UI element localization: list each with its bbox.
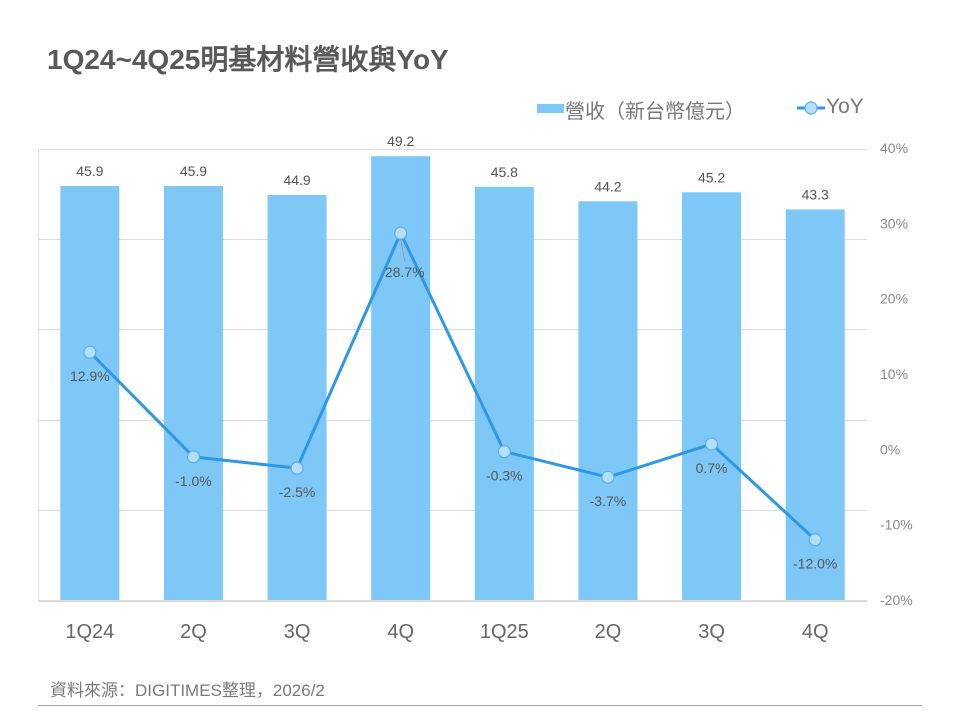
y-right-tick-label: -20% [880,592,913,608]
bar-value-label: 44.2 [594,178,621,194]
legend-line-label: YoY [826,95,864,118]
chart-legend: 營收（新台幣億元） YoY [537,94,877,123]
y-right-tick-label: 40% [880,140,908,156]
bar-swatch-icon [537,104,564,113]
bar-value-label: 45.9 [180,163,207,179]
x-axis-category-label: 4Q [387,621,414,643]
yoy-line [88,231,817,541]
x-axis-category-label: 3Q [284,621,311,643]
x-axis-category-label: 2Q [180,621,207,643]
x-axis-category-label: 1Q25 [480,621,529,643]
source-note: 資料來源：DIGITIMES整理，2026/2 [50,681,325,700]
revenue-bar [578,201,638,601]
y-right-tick-label: 20% [880,291,908,307]
bar-value-label: 45.2 [698,169,725,185]
y-right-tick-label: 10% [880,366,908,382]
yoy-point-marker [394,226,408,240]
revenue-bar [267,195,327,600]
yoy-value-label: -2.5% [279,484,316,500]
footer-divider [38,705,922,706]
yoy-value-label: -12.0% [793,556,837,572]
y-right-tick-label: 30% [880,215,908,231]
yoy-value-label: -1.0% [175,473,212,489]
yoy-value-label: 0.7% [696,460,728,476]
yoy-point-marker [808,533,822,547]
yoy-point-marker [601,470,615,484]
yoy-point-marker [704,437,719,451]
label-leader-line [400,239,406,262]
legend-bar-label: 營收（新台幣億元） [565,101,745,123]
bar-value-label: 43.3 [802,186,829,202]
revenue-bar [682,192,742,600]
yoy-point-marker [290,461,304,475]
x-axis-category-label: 2Q [595,621,622,643]
x-axis-category-label: 1Q24 [65,621,114,643]
yoy-point-marker [186,450,201,464]
revenue-bar [60,185,120,600]
revenue-bar [163,185,223,600]
bar-value-label: 44.9 [283,172,310,188]
revenue-bar [474,186,534,600]
bar-value-label: 45.8 [491,164,518,180]
yoy-value-label: 12.9% [70,368,110,384]
revenue-bar [371,156,431,600]
line-marker-icon [797,101,825,115]
x-axis-category-label: 3Q [698,621,725,643]
bar-value-label: 49.2 [387,133,414,149]
y-right-tick-label: -10% [880,517,913,533]
chart-title: 1Q24~4Q25明基材料營收與YoY [47,44,449,75]
bar-value-label: 45.9 [76,163,103,179]
yoy-value-label: -0.3% [486,468,523,484]
yoy-value-label: 28.7% [385,264,425,280]
x-axis-category-label: 4Q [802,621,829,643]
y-right-tick-label: 0% [880,441,900,457]
yoy-point-marker [83,345,97,359]
yoy-value-label: -3.7% [590,493,627,509]
yoy-point-marker [497,444,511,459]
